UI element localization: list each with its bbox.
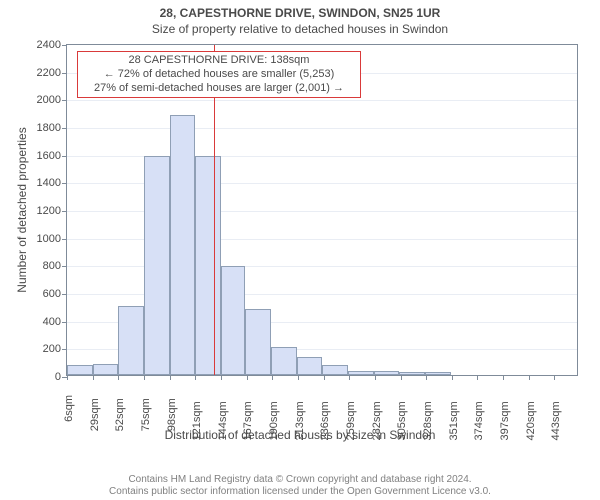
xtick-mark <box>67 375 68 380</box>
ytick-label: 1600 <box>37 150 67 162</box>
footer-line-1: Contains HM Land Registry data © Crown c… <box>0 474 600 486</box>
y-axis-label: Number of detached properties <box>15 127 29 292</box>
histogram-bar <box>118 306 144 375</box>
ytick-label: 2000 <box>37 94 67 106</box>
ytick-label: 2200 <box>37 67 67 79</box>
histogram-bar <box>221 266 246 375</box>
ytick-label: 0 <box>55 371 67 383</box>
histogram-bar <box>195 156 221 375</box>
annotation-line-1: 28 CAPESTHORNE DRIVE: 138sqm <box>82 54 356 68</box>
histogram-bar <box>170 115 196 375</box>
ytick-label: 1200 <box>37 205 67 217</box>
xtick-mark <box>503 375 504 380</box>
xtick-mark <box>324 375 325 380</box>
xtick-mark <box>477 375 478 380</box>
ytick-label: 200 <box>43 343 67 355</box>
annotation-line-3: 27% of semi-detached houses are larger (… <box>82 82 356 96</box>
xtick-mark <box>93 375 94 380</box>
xtick-mark <box>298 375 299 380</box>
x-axis-label: Distribution of detached houses by size … <box>0 428 600 442</box>
footer-line-2: Contains public sector information licen… <box>0 486 600 498</box>
xtick-mark <box>144 375 145 380</box>
footer-attribution: Contains HM Land Registry data © Crown c… <box>0 474 600 498</box>
histogram-bar <box>425 372 451 375</box>
chart-title-line1: 28, CAPESTHORNE DRIVE, SWINDON, SN25 1UR <box>0 6 600 20</box>
xtick-mark <box>349 375 350 380</box>
plot-area: 28 CAPESTHORNE DRIVE: 138sqm ← 72% of de… <box>66 44 578 376</box>
ytick-label: 1800 <box>37 122 67 134</box>
gridline <box>67 100 577 101</box>
xtick-mark <box>221 375 222 380</box>
histogram-bar <box>271 347 297 375</box>
ytick-label: 400 <box>43 316 67 328</box>
histogram-bar <box>67 365 93 375</box>
xtick-mark <box>247 375 248 380</box>
histogram-bar <box>93 364 119 375</box>
histogram-bar <box>322 365 348 375</box>
xtick-mark <box>529 375 530 380</box>
histogram-bar <box>374 371 400 375</box>
figure: 28, CAPESTHORNE DRIVE, SWINDON, SN25 1UR… <box>0 0 600 500</box>
histogram-bar <box>297 357 323 375</box>
xtick-mark <box>170 375 171 380</box>
histogram-bar <box>144 156 170 375</box>
histogram-bar <box>399 372 425 375</box>
xtick-mark <box>272 375 273 380</box>
gridline <box>67 128 577 129</box>
xtick-mark <box>452 375 453 380</box>
annotation-box: 28 CAPESTHORNE DRIVE: 138sqm ← 72% of de… <box>77 51 361 98</box>
xtick-mark <box>195 375 196 380</box>
xtick-mark <box>554 375 555 380</box>
ytick-label: 800 <box>43 260 67 272</box>
chart-title-line2: Size of property relative to detached ho… <box>0 22 600 36</box>
ytick-label: 1000 <box>37 233 67 245</box>
xtick-mark <box>118 375 119 380</box>
annotation-line-2: ← 72% of detached houses are smaller (5,… <box>82 68 356 82</box>
histogram-bar <box>245 309 271 375</box>
xtick-mark <box>375 375 376 380</box>
ytick-label: 2400 <box>37 39 67 51</box>
ytick-label: 1400 <box>37 177 67 189</box>
xtick-mark <box>426 375 427 380</box>
xtick-mark <box>401 375 402 380</box>
histogram-bar <box>348 371 374 375</box>
ytick-label: 600 <box>43 288 67 300</box>
